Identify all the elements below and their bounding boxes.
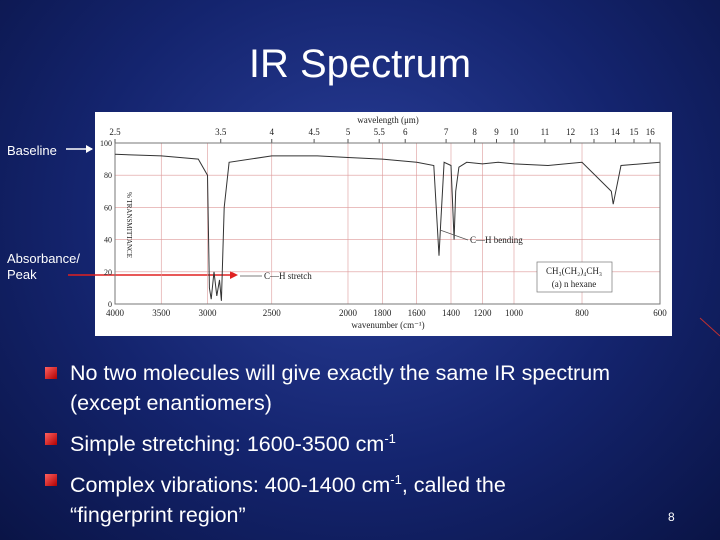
peak-arrowhead: [230, 271, 238, 279]
superscript: -1: [384, 431, 396, 446]
compound-box: [536, 261, 613, 293]
compound-name: (a) n hexane: [552, 279, 596, 289]
page-number: 8: [668, 510, 675, 524]
x-tick-label: 600: [653, 308, 667, 318]
x-top-tick-label: 6: [403, 127, 408, 137]
spectrum-line: [114, 153, 661, 301]
bullet: Complex vibrations: 400-1400 cm-1, calle…: [45, 465, 685, 530]
bullet: Simple stretching: 1600-3500 cm-1: [45, 424, 685, 459]
y-tick-label: 100: [100, 139, 112, 148]
x-top-tick-label: 5: [346, 127, 351, 137]
x-top-tick-label: 13: [590, 127, 600, 137]
x-top-tick-label: 3.5: [215, 127, 227, 137]
x-top-tick-label: 4.5: [308, 127, 320, 137]
x-top-tick-label: 7: [444, 127, 449, 137]
bullet-text: , called the: [401, 473, 506, 498]
superscript: -1: [390, 472, 402, 488]
y-tick-label: 20: [104, 268, 112, 277]
y-tick-label: 60: [104, 203, 112, 212]
x-tick-label: 1800: [373, 308, 392, 318]
y-tick-label: 0: [108, 300, 112, 309]
x-top-tick-label: 14: [611, 127, 621, 137]
y-tick-label: 40: [104, 236, 112, 245]
x-label: wavenumber (cm⁻¹): [351, 320, 424, 330]
x-top-tick-label: 12: [566, 127, 575, 137]
baseline-arrowhead: [86, 145, 93, 153]
peak-label-line: Absorbance/: [7, 251, 80, 266]
annotation-leader: [439, 229, 469, 241]
bullet-text: Simple stretching: 1600-3500 cm: [70, 432, 385, 457]
x-tick-label: 1400: [442, 308, 461, 318]
x-top-tick-label: 5.5: [374, 127, 386, 137]
x-top-tick-label: 10: [509, 127, 519, 137]
x-top-tick-label: 8: [472, 127, 477, 137]
x-label-top: wavelength (μm): [357, 115, 419, 125]
plot-frame: [114, 142, 661, 305]
x-tick-label: 2500: [263, 308, 282, 318]
x-top-tick-label: 11: [541, 127, 550, 137]
x-tick-label: 800: [575, 308, 589, 318]
annotation: C—H bending: [470, 235, 523, 245]
peak-label-line: Peak: [7, 267, 37, 282]
x-top-tick-label: 4: [270, 127, 275, 137]
bullet-text: No two molecules will give exactly the s…: [70, 361, 611, 415]
x-tick-label: 1200: [473, 308, 492, 318]
compound-formula: CH₃(CH₂)₄CH₃: [546, 266, 602, 276]
x-top-tick-label: 15: [630, 127, 640, 137]
decoration: [699, 317, 720, 337]
x-top-tick-label: 16: [646, 127, 656, 137]
y-label: % TRANSMITTANCE: [125, 192, 133, 258]
x-tick-label: 3500: [152, 308, 171, 318]
x-top-tick-label: 2.5: [109, 127, 121, 137]
bullet-text: “fingerprint region”: [70, 503, 246, 528]
x-tick-label: 3000: [199, 308, 218, 318]
peak-label: Absorbance/ Peak: [7, 251, 80, 283]
bullet-list: No two molecules will give exactly the s…: [45, 358, 685, 536]
annotation: C—H stretch: [264, 271, 312, 281]
x-tick-label: 1600: [408, 308, 427, 318]
bullet-text: Complex vibrations: 400-1400 cm: [70, 473, 391, 498]
x-tick-label: 2000: [339, 308, 358, 318]
spectrum-background: [95, 112, 672, 336]
slide-title: IR Spectrum: [248, 42, 472, 86]
bullet: No two molecules will give exactly the s…: [45, 358, 685, 418]
x-tick-label: 4000: [106, 308, 125, 318]
baseline-label: Baseline: [7, 143, 57, 158]
y-tick-label: 80: [104, 171, 112, 180]
x-top-tick-label: 9: [494, 127, 499, 137]
x-tick-label: 1000: [505, 308, 524, 318]
